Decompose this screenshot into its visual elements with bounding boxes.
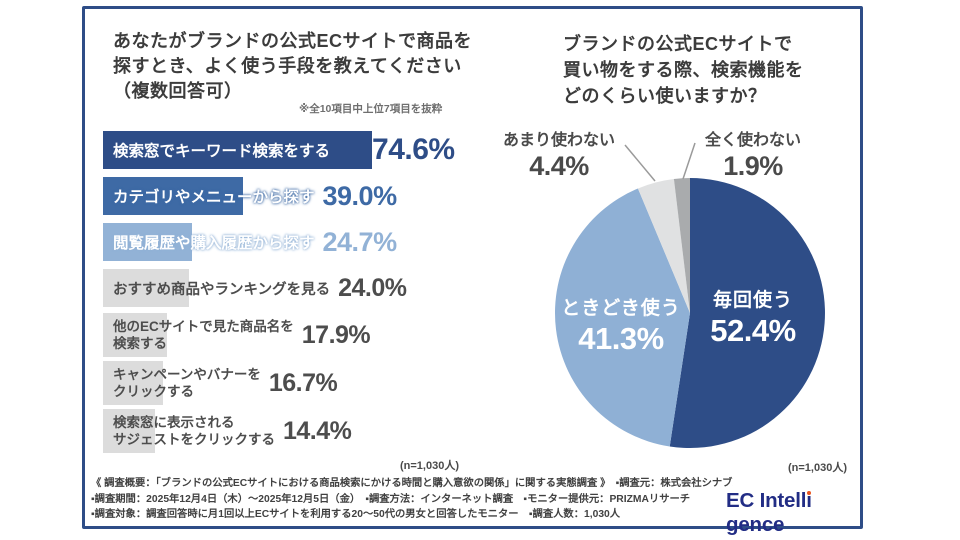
bar-row: キャンペーンやバナーを クリックする 16.7% [103, 361, 495, 405]
pie-label-every-time-value: 52.4% [710, 313, 796, 348]
left-title-line1: あなたがブランドの公式ECサイトで商品を [113, 31, 473, 51]
right-title-line1: ブランドの公式ECサイトで [563, 34, 793, 54]
bar-label-line: 検索窓でキーワード検索をする [113, 143, 331, 160]
bar-row: 検索窓に表示されるサジェストをクリックする 14.4% [103, 409, 495, 453]
infographic-frame: あなたがブランドの公式ECサイトで商品を 探すとき、よく使う手段を教えてください… [82, 6, 863, 536]
bar-label-line: カテゴリやメニューから探す [113, 189, 315, 206]
pie-callout-never-value: 1.9% [723, 151, 783, 181]
bar-label-line: サジェストをクリックする [113, 432, 275, 447]
bar-row: カテゴリやメニューから探す 39.0% [103, 177, 495, 215]
extract-note: ※全10項目中上位7項目を抜粋 [299, 103, 443, 115]
bar-chart: 検索窓でキーワード検索をする 74.6% カテゴリやメニューから探す 39.0% 閲覧履… [103, 131, 495, 453]
bar-label: 検索窓でキーワード検索をする [103, 139, 330, 161]
right-title-line3: どのくらい使いますか？ [563, 86, 767, 106]
bar-fill [103, 361, 164, 405]
bar-row: 検索窓でキーワード検索をする 74.6% [103, 131, 495, 169]
bar-label: 閲覧履歴や購入履歴から探す [103, 231, 315, 253]
bar-row: おすすめ商品やランキングを見る 24.0% [103, 269, 495, 307]
bar-label: 他のECサイトで見た商品名を 検索する [103, 318, 294, 352]
survey-overview: 《 調査概要：「ブランドの公式ECサイトにおける商品検索にかける時間と購入意欲の… [91, 476, 733, 523]
bar-value: 16.7% [268, 368, 338, 397]
bar-label-line: 閲覧履歴や購入履歴から探す [113, 235, 315, 252]
pie-chart [555, 142, 825, 449]
bar-value: 24.0% [338, 273, 407, 302]
logo-text-post: gence [726, 513, 785, 536]
bar-label: おすすめ商品やランキングを見る [103, 278, 330, 299]
pie-label-every-time-text: 毎回使う [712, 290, 793, 311]
left-title-line3: （複数回答可） [113, 81, 243, 101]
pie-slice [669, 178, 825, 449]
ec-intelligence-logo: EC Intellıgence [726, 489, 860, 537]
survey-overview-line2: ▪調査期間：2025年12月4日（木）〜2025年12月5日（金） ▪調査方法：… [91, 493, 691, 505]
survey-overview-line3: ▪調査対象：調査回答時に月1回以上ECサイトを利用する20〜50代の男女と回答し… [91, 509, 621, 520]
pie-slice [555, 188, 690, 447]
pie-callout-never-label: 全く使わない [704, 132, 801, 149]
sample-size-right: (n=1,030人) [788, 462, 847, 474]
bar-label-line: 他のECサイトで見た商品名を [113, 319, 294, 334]
bar-row: 他のECサイトで見た商品名を 検索する 17.9% [103, 313, 495, 357]
bar-row: 閲覧履歴や購入履歴から探す 24.7% [103, 223, 495, 261]
bar-value: 17.9% [301, 320, 371, 349]
right-chart-title: ブランドの公式ECサイトで 買い物をする際、検索機能を どのくらい使いますか？ [563, 31, 804, 109]
bar-label-line: おすすめ商品やランキングを見る [113, 281, 331, 298]
left-title-line2: 探すとき、よく使う手段を教えてください [113, 56, 462, 76]
bar-value: 74.6% [372, 133, 455, 166]
pie-callout-rarely-value: 4.4% [529, 151, 589, 181]
pie-label-every-time: 毎回使う 52.4% [710, 289, 796, 349]
bar-fill [103, 177, 244, 215]
bar-label-line: 検索窓に表示される [113, 415, 235, 430]
bar-label-line: 検索する [113, 336, 167, 351]
pie-callout-never: 全く使わない 1.9% [693, 131, 813, 182]
logo-orange-dot-i: ı [806, 489, 812, 512]
sample-size-left: (n=1,030人) [400, 460, 459, 472]
bar-value: 14.4% [283, 416, 352, 445]
pie-slice [673, 178, 690, 313]
leader-line-never [682, 142, 696, 180]
logo-text-pre: EC Intell [726, 489, 807, 512]
bar-value: 39.0% [322, 180, 398, 211]
pie-callout-rarely: あまり使わない 4.4% [493, 131, 625, 182]
bar-fill [103, 223, 192, 261]
leader-line-rarely [624, 144, 656, 182]
bar-label: 検索窓に表示されるサジェストをクリックする [103, 414, 275, 448]
bar-fill [103, 269, 190, 307]
pie-label-sometimes: ときどき使う 41.3% [561, 297, 680, 357]
left-chart-title: あなたがブランドの公式ECサイトで商品を 探すとき、よく使う手段を教えてください… [113, 29, 472, 104]
pie-slice [637, 178, 690, 313]
bar-label: キャンペーンやバナーを クリックする [103, 366, 261, 400]
bar-fill [103, 313, 168, 357]
pie-label-sometimes-value: 41.3% [578, 321, 664, 356]
pie-label-sometimes-text: ときどき使う [561, 298, 681, 319]
survey-overview-line1: 《 調査概要：「ブランドの公式ECサイトにおける商品検索にかける時間と購入意欲の… [91, 478, 733, 489]
bar-value: 24.7% [322, 226, 398, 257]
pie-callout-rarely-label: あまり使わない [502, 132, 615, 149]
bar-fill [103, 131, 372, 169]
bar-fill [103, 409, 155, 453]
bar-label-line: キャンペーンやバナーを [113, 367, 261, 382]
bar-label-line: クリックする [113, 384, 194, 399]
right-title-line2: 買い物をする際、検索機能を [563, 60, 804, 80]
bar-label: カテゴリやメニューから探す [103, 185, 315, 207]
